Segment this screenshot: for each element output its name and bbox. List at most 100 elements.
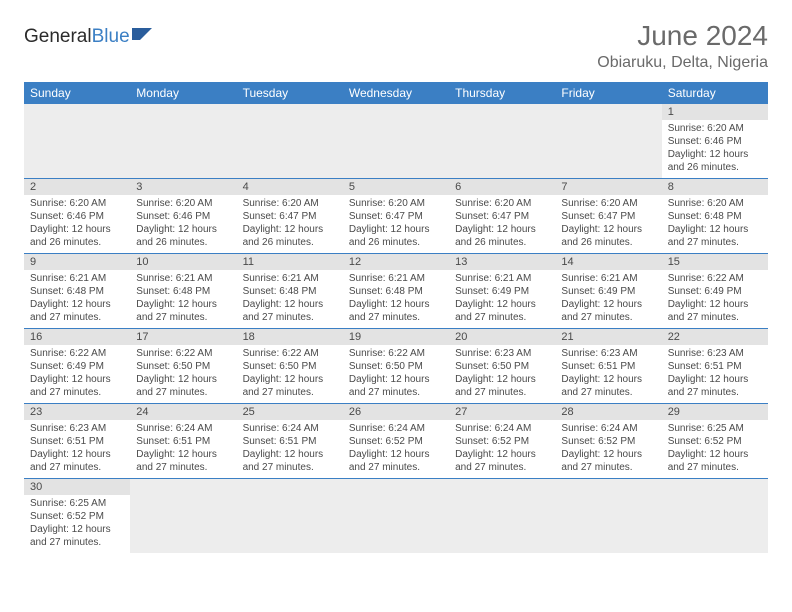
calendar-table: SundayMondayTuesdayWednesdayThursdayFrid… [24,82,768,553]
day-data-cell: Sunrise: 6:20 AMSunset: 6:47 PMDaylight:… [449,195,555,254]
day-data-row: Sunrise: 6:25 AMSunset: 6:52 PMDaylight:… [24,495,768,553]
day-number-cell [555,479,661,496]
day-number-cell: 10 [130,254,236,271]
day-number-cell [662,479,768,496]
sunrise-text: Sunrise: 6:23 AM [30,422,124,435]
sunrise-text: Sunrise: 6:20 AM [668,122,762,135]
day-data-cell [130,120,236,179]
logo-text-2: Blue [92,26,130,48]
day-number-cell: 20 [449,329,555,346]
daylight-text: Daylight: 12 hours and 27 minutes. [668,223,762,249]
sunrise-text: Sunrise: 6:24 AM [243,422,337,435]
sunrise-text: Sunrise: 6:20 AM [561,197,655,210]
daylight-text: Daylight: 12 hours and 27 minutes. [455,448,549,474]
sunrise-text: Sunrise: 6:21 AM [136,272,230,285]
sunset-text: Sunset: 6:49 PM [30,360,124,373]
day-data-cell: Sunrise: 6:25 AMSunset: 6:52 PMDaylight:… [662,420,768,479]
day-number-cell: 1 [662,104,768,120]
sunset-text: Sunset: 6:52 PM [561,435,655,448]
day-data-cell: Sunrise: 6:20 AMSunset: 6:47 PMDaylight:… [555,195,661,254]
day-number-cell: 12 [343,254,449,271]
day-number-cell: 26 [343,404,449,421]
day-number-cell: 28 [555,404,661,421]
sunset-text: Sunset: 6:51 PM [668,360,762,373]
day-data-cell: Sunrise: 6:20 AMSunset: 6:46 PMDaylight:… [662,120,768,179]
sunset-text: Sunset: 6:51 PM [243,435,337,448]
day-number-row: 9101112131415 [24,254,768,271]
day-data-cell: Sunrise: 6:20 AMSunset: 6:46 PMDaylight:… [130,195,236,254]
daylight-text: Daylight: 12 hours and 27 minutes. [30,373,124,399]
daylight-text: Daylight: 12 hours and 27 minutes. [561,373,655,399]
day-data-row: Sunrise: 6:20 AMSunset: 6:46 PMDaylight:… [24,120,768,179]
logo-flag-icon [132,26,154,48]
day-data-cell: Sunrise: 6:23 AMSunset: 6:50 PMDaylight:… [449,345,555,404]
day-data-cell: Sunrise: 6:21 AMSunset: 6:48 PMDaylight:… [130,270,236,329]
day-data-cell [237,495,343,553]
weekday-header: Saturday [662,82,768,104]
day-number-cell: 22 [662,329,768,346]
day-number-cell: 2 [24,179,130,196]
title-box: June 2024 Obiaruku, Delta, Nigeria [597,20,768,72]
daylight-text: Daylight: 12 hours and 27 minutes. [349,298,443,324]
day-number-cell: 5 [343,179,449,196]
sunset-text: Sunset: 6:52 PM [30,510,124,523]
day-number-cell [343,479,449,496]
day-number-cell [237,104,343,120]
day-data-cell: Sunrise: 6:24 AMSunset: 6:52 PMDaylight:… [555,420,661,479]
sunset-text: Sunset: 6:46 PM [136,210,230,223]
day-data-row: Sunrise: 6:20 AM Sunset: 6:46 PM Daylight:… [24,195,768,254]
day-number-cell [24,104,130,120]
sunset-text: Sunset: 6:51 PM [30,435,124,448]
daylight-text: Daylight: 12 hours and 27 minutes. [561,448,655,474]
day-data-cell: Sunrise: 6:21 AMSunset: 6:49 PMDaylight:… [555,270,661,329]
day-data-cell: Sunrise: 6:24 AMSunset: 6:52 PMDaylight:… [449,420,555,479]
sunset-text: Sunset: 6:50 PM [243,360,337,373]
sunrise-text: Sunrise: 6:24 AM [136,422,230,435]
daylight-text: Daylight: 12 hours and 26 minutes. [243,223,337,249]
sunset-text: Sunset: 6:50 PM [349,360,443,373]
daylight-text: Daylight: 12 hours and 27 minutes. [30,523,124,549]
sunset-text: Sunset: 6:49 PM [561,285,655,298]
day-data-cell [237,120,343,179]
day-number-row: 23242526272829 [24,404,768,421]
day-data-cell: Sunrise: 6:21 AMSunset: 6:48 PMDaylight:… [237,270,343,329]
daylight-text: Daylight: 12 hours and 27 minutes. [668,448,762,474]
day-number-cell: 8 [662,179,768,196]
day-data-cell [343,495,449,553]
day-number-cell: 29 [662,404,768,421]
daylight-text: Daylight: 12 hours and 26 minutes. [668,148,762,174]
sunrise-text: Sunrise: 6:20 AM [455,197,549,210]
sunset-text: Sunset: 6:47 PM [455,210,549,223]
sunrise-text: Sunrise: 6:22 AM [668,272,762,285]
day-data-cell [24,120,130,179]
day-data-cell: Sunrise: 6:21 AMSunset: 6:48 PMDaylight:… [24,270,130,329]
location-subtitle: Obiaruku, Delta, Nigeria [597,54,768,72]
weekday-header: Wednesday [343,82,449,104]
day-number-row: 2345678 [24,179,768,196]
daylight-text: Daylight: 12 hours and 27 minutes. [455,373,549,399]
day-data-cell: Sunrise: 6:22 AMSunset: 6:50 PMDaylight:… [237,345,343,404]
sunrise-text: Sunrise: 6:23 AM [455,347,549,360]
day-data-cell: Sunrise: 6:22 AMSunset: 6:50 PMDaylight:… [130,345,236,404]
day-data-cell: Sunrise: 6:22 AMSunset: 6:49 PMDaylight:… [24,345,130,404]
sunset-text: Sunset: 6:47 PM [243,210,337,223]
day-number-cell [130,104,236,120]
day-data-cell: Sunrise: 6:23 AMSunset: 6:51 PMDaylight:… [24,420,130,479]
logo-text-1: General [24,26,92,48]
day-number-cell: 3 [130,179,236,196]
sunset-text: Sunset: 6:47 PM [561,210,655,223]
day-number-cell [130,479,236,496]
day-number-cell: 27 [449,404,555,421]
page-header: GeneralBlue June 2024 Obiaruku, Delta, N… [24,20,768,72]
daylight-text: Daylight: 12 hours and 27 minutes. [243,373,337,399]
day-number-cell [555,104,661,120]
day-data-cell [130,495,236,553]
daylight-text: Daylight: 12 hours and 27 minutes. [455,298,549,324]
day-data-cell [449,495,555,553]
daylight-text: Daylight: 12 hours and 27 minutes. [136,448,230,474]
day-number-cell: 21 [555,329,661,346]
day-data-cell [662,495,768,553]
day-number-cell [343,104,449,120]
sunset-text: Sunset: 6:46 PM [668,135,762,148]
day-number-cell: 30 [24,479,130,496]
